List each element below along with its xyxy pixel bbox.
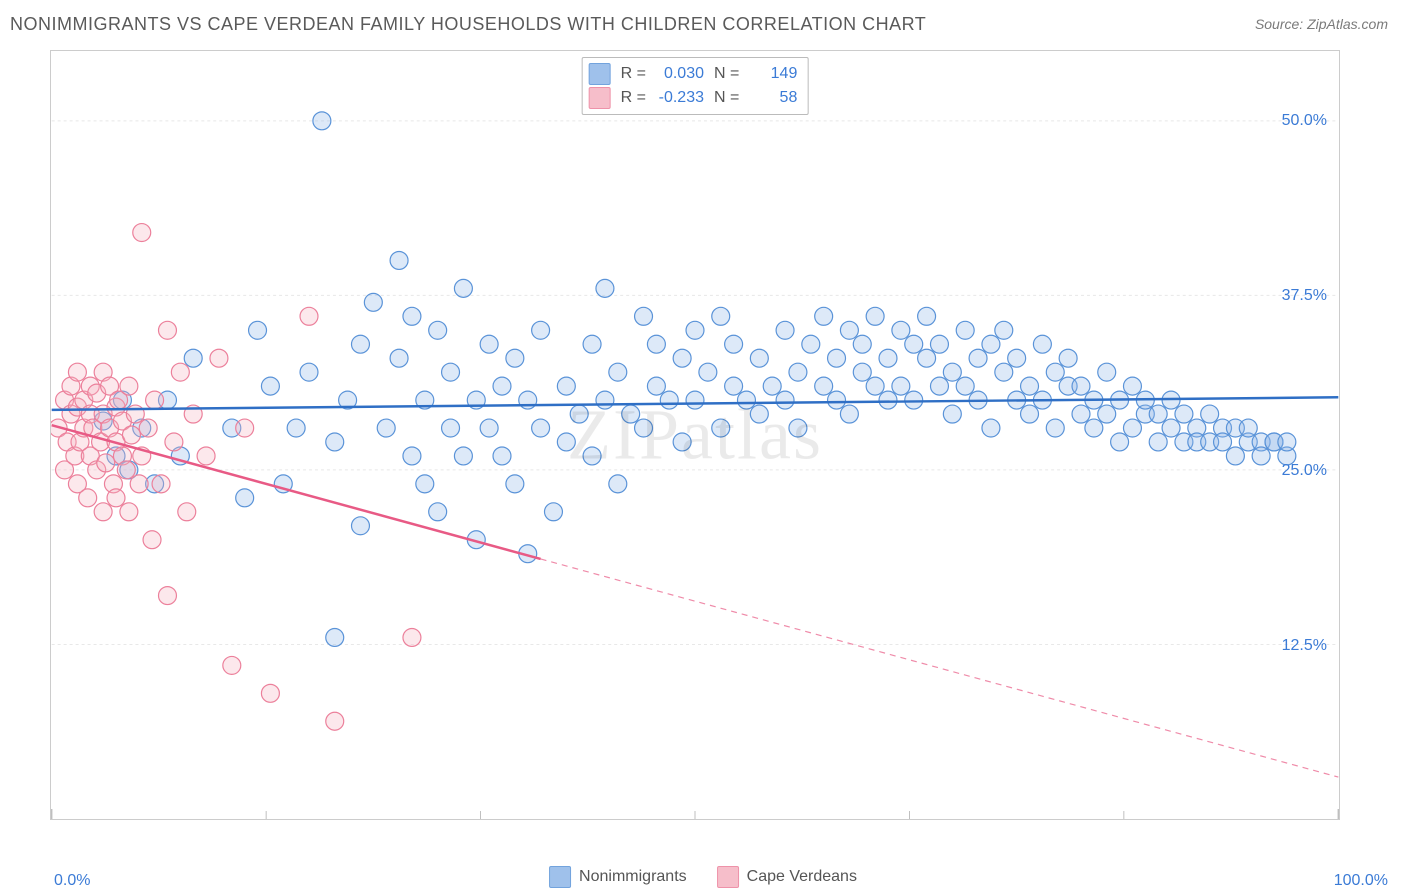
legend-item: Cape Verdeans: [717, 866, 857, 888]
chart-area: ZIPatlas 12.5%25.0%37.5%50.0% R = 0.030 …: [50, 50, 1340, 820]
r-value: 0.030: [656, 62, 704, 86]
legend-label: Nonimmigrants: [579, 868, 687, 886]
legend-label: Cape Verdeans: [747, 868, 857, 886]
n-label: N =: [714, 86, 739, 110]
x-tick-label: 0.0%: [54, 872, 90, 890]
y-tick-label: 37.5%: [1282, 287, 1327, 305]
n-value: 149: [749, 62, 797, 86]
y-tick-label: 50.0%: [1282, 112, 1327, 130]
r-label: R =: [621, 86, 646, 110]
r-value: -0.233: [656, 86, 704, 110]
swatch-icon: [549, 866, 571, 888]
legend-row: R = -0.233 N = 58: [589, 86, 798, 110]
y-tick-label: 25.0%: [1282, 462, 1327, 480]
scatter-svg: [51, 51, 1339, 819]
swatch-icon: [717, 866, 739, 888]
correlation-legend: R = 0.030 N = 149 R = -0.233 N = 58: [582, 57, 809, 115]
r-label: R =: [621, 62, 646, 86]
n-value: 58: [749, 86, 797, 110]
source-label: Source: ZipAtlas.com: [1255, 16, 1388, 32]
series-legend: Nonimmigrants Cape Verdeans: [549, 866, 857, 888]
n-label: N =: [714, 62, 739, 86]
chart-title: NONIMMIGRANTS VS CAPE VERDEAN FAMILY HOU…: [10, 14, 926, 35]
swatch-icon: [589, 63, 611, 85]
legend-item: Nonimmigrants: [549, 866, 687, 888]
swatch-icon: [589, 87, 611, 109]
legend-row: R = 0.030 N = 149: [589, 62, 798, 86]
y-tick-label: 12.5%: [1282, 637, 1327, 655]
x-tick-label: 100.0%: [1334, 872, 1388, 890]
